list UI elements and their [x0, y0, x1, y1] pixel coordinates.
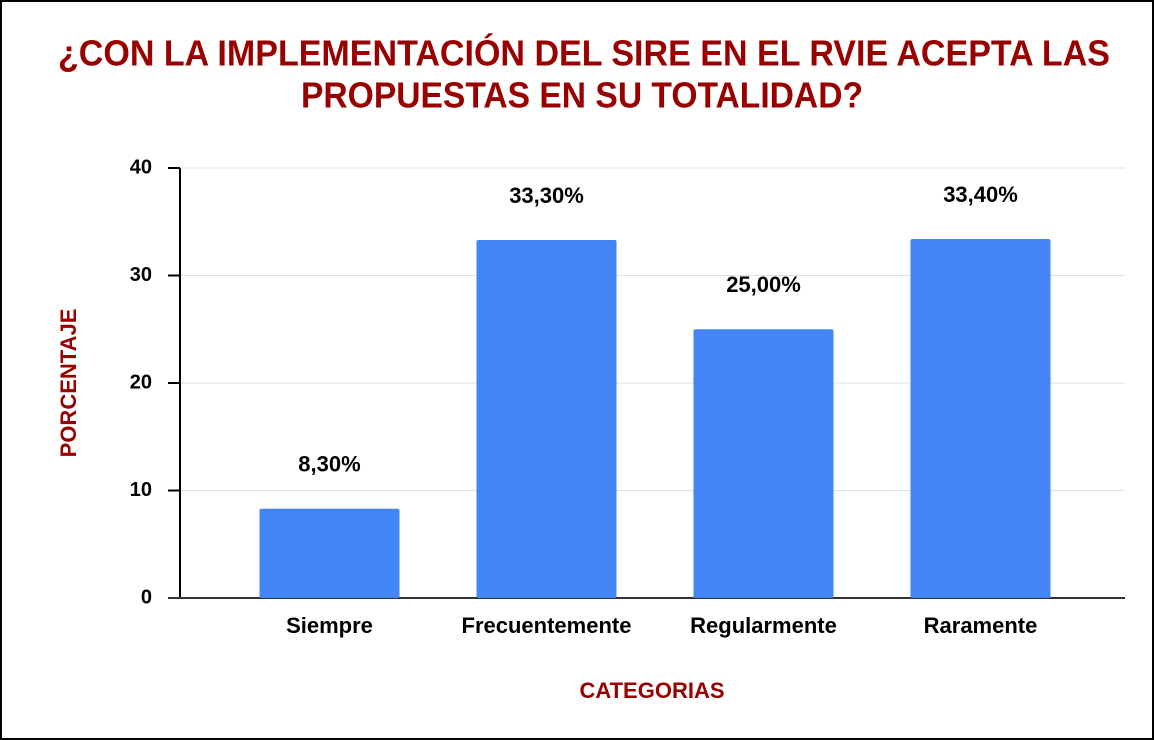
y-tick-label: 10 [130, 479, 152, 501]
bar [910, 238, 1051, 598]
x-tick-label: Raramente [924, 613, 1038, 638]
chart-title: PROPUESTAS EN SU TOTALIDAD? [301, 75, 863, 116]
bar [476, 240, 617, 598]
x-axis-label: CATEGORIAS [579, 678, 724, 703]
x-tick-label: Regularmente [690, 613, 837, 638]
data-label: 8,30% [298, 452, 360, 477]
y-tick-label: 20 [130, 371, 152, 393]
bar [693, 329, 834, 598]
chart-title: ¿CON LA IMPLEMENTACIÓN DEL SIRE EN EL RV… [58, 32, 1110, 74]
y-tick-label: 40 [130, 156, 152, 178]
bar [259, 508, 400, 598]
data-label: 33,40% [943, 182, 1018, 207]
y-tick-label: 0 [141, 586, 152, 608]
y-axis-label: PORCENTAJE [56, 309, 81, 458]
data-label: 25,00% [726, 272, 801, 297]
data-label: 33,30% [509, 183, 584, 208]
y-tick-label: 30 [130, 264, 152, 286]
x-tick-label: Frecuentemente [462, 613, 632, 638]
x-tick-label: Siempre [286, 613, 373, 638]
